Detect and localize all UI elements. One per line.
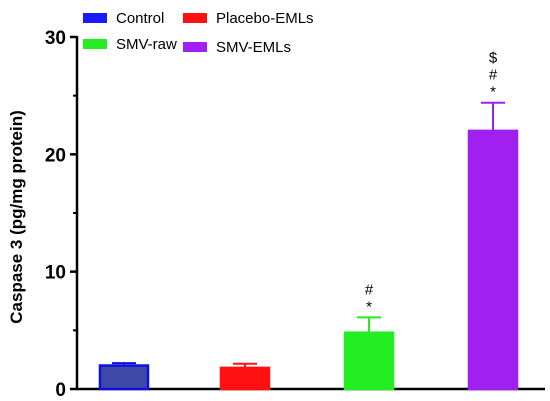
significance-mark: * xyxy=(366,298,372,315)
y-axis: Caspase 3 (pg/mg protein) 0 10 20 30 xyxy=(7,28,545,401)
significance-mark: # xyxy=(365,281,374,298)
y-tick-label-0: 0 xyxy=(55,380,66,401)
legend-swatch-2 xyxy=(183,13,207,23)
legend-label-3: SMV-raw xyxy=(116,36,177,53)
bar-1 xyxy=(98,364,150,391)
significance-mark: * xyxy=(490,84,496,101)
legend-label-1: Control xyxy=(116,10,164,27)
legend-label-2: Placebo-EMLs xyxy=(216,10,314,27)
legend-swatch-3 xyxy=(83,39,107,49)
y-tick-label-30: 30 xyxy=(45,28,66,49)
bars xyxy=(98,101,519,391)
bar-2 xyxy=(219,366,271,391)
y-tick-label-10: 10 xyxy=(45,263,66,284)
significance-mark: $ xyxy=(489,50,498,67)
legend-label-4: SMV-EMLs xyxy=(216,39,291,56)
y-axis-label: Caspase 3 (pg/mg protein) xyxy=(7,110,26,323)
legend-swatch-1 xyxy=(83,13,107,23)
legend-swatch-4 xyxy=(183,42,207,52)
significance-mark: # xyxy=(489,67,498,84)
y-tick-label-20: 20 xyxy=(45,145,66,166)
bar-3 xyxy=(343,331,395,391)
significance-markers: #*$#* xyxy=(365,50,498,316)
legend: Control Placebo-EMLs SMV-raw SMV-EMLs xyxy=(83,10,314,56)
bar-4 xyxy=(467,129,519,391)
